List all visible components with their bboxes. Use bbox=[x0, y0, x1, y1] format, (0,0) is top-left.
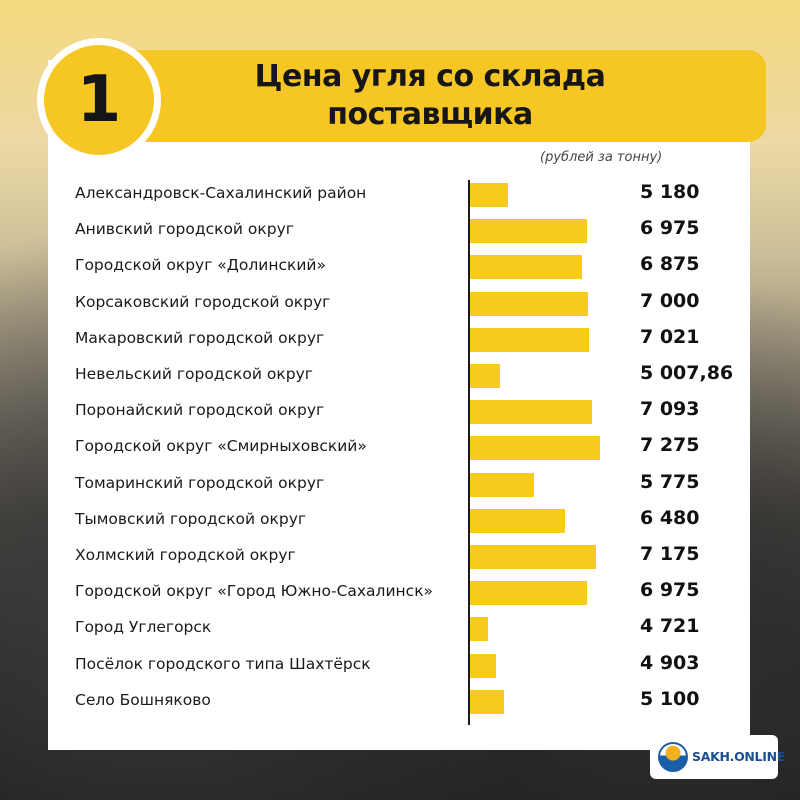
value-label: 6 975 bbox=[640, 217, 700, 240]
category-label: Город Углегорск bbox=[75, 618, 212, 637]
category-label: Холмский городской округ bbox=[75, 546, 296, 564]
category-label: Городской округ «Долинский» bbox=[75, 256, 326, 275]
chart-title: Цена угля со склада поставщика bbox=[110, 58, 750, 134]
chart-row: Александровск-Сахалинский район 5 180 bbox=[0, 178, 800, 214]
value-label: 6 480 bbox=[640, 506, 700, 529]
chart-row: Город Углегорск 4 721 bbox=[0, 612, 800, 648]
axis-line bbox=[468, 180, 470, 725]
category-label: Село Бошняково bbox=[75, 690, 211, 709]
chart-row: Анивский городской округ 6 975 bbox=[0, 214, 800, 250]
bar bbox=[470, 327, 589, 352]
category-label: Томаринский городской округ bbox=[75, 473, 325, 492]
value-label: 4 903 bbox=[640, 651, 700, 674]
chart-row: Макаровский городской округ 7 021 bbox=[0, 323, 800, 359]
category-label: Макаровский городской округ bbox=[75, 328, 325, 347]
bar bbox=[470, 653, 496, 678]
bar bbox=[470, 472, 535, 497]
chart-row: Холмский городской округ 7 175 bbox=[0, 540, 800, 576]
category-label: Посёлок городского типа Шахтёрск bbox=[75, 654, 371, 673]
bar bbox=[470, 183, 508, 207]
bar bbox=[470, 255, 583, 280]
chart-row: Городской округ «Долинский» 6 875 bbox=[0, 250, 800, 286]
value-label: 6 975 bbox=[640, 579, 700, 602]
bar bbox=[470, 436, 601, 461]
logo-text: SAKH.ONLINE bbox=[692, 749, 785, 764]
bar bbox=[470, 689, 505, 714]
value-label: 7 021 bbox=[640, 325, 700, 348]
chart-row: Корсаковский городской округ 7 000 bbox=[0, 287, 800, 323]
title-line-2: поставщика bbox=[327, 97, 533, 132]
bar bbox=[470, 617, 488, 642]
bar bbox=[470, 581, 587, 606]
chart-row: Невельский городской округ 5 007,86 bbox=[0, 359, 800, 395]
chart-card bbox=[48, 60, 750, 750]
units-label: (рублей за тонну) bbox=[540, 150, 663, 165]
value-label: 5 100 bbox=[640, 687, 700, 710]
sun-wave-icon bbox=[658, 742, 688, 772]
category-label: Невельский городской округ bbox=[75, 365, 313, 383]
chart-row: Село Бошняково 5 100 bbox=[0, 685, 800, 721]
title-line-1: Цена угля со склада bbox=[254, 59, 606, 94]
bar bbox=[470, 400, 593, 425]
chart-row: Тымовский городской округ 6 480 bbox=[0, 504, 800, 540]
chart-row: Городской округ «Смирныховский» 7 275 bbox=[0, 431, 800, 467]
bar bbox=[470, 219, 587, 244]
category-label: Поронайский городской округ bbox=[75, 401, 325, 420]
value-label: 7 000 bbox=[640, 289, 700, 312]
category-label: Анивский городской округ bbox=[75, 220, 294, 239]
value-label: 6 875 bbox=[640, 253, 700, 276]
category-label: Александровск-Сахалинский район bbox=[75, 184, 367, 202]
category-label: Городской округ «Смирныховский» bbox=[75, 437, 367, 456]
category-label: Корсаковский городской округ bbox=[75, 292, 331, 311]
bar bbox=[470, 508, 566, 533]
chart-row: Городской округ «Город Южно-Сахалинск» 6 … bbox=[0, 576, 800, 612]
value-label: 4 721 bbox=[640, 615, 700, 638]
bar bbox=[470, 545, 596, 569]
slide-number: 1 bbox=[76, 63, 122, 137]
value-label: 7 175 bbox=[640, 543, 700, 565]
value-label: 7 275 bbox=[640, 434, 700, 457]
value-label: 5 180 bbox=[640, 181, 700, 203]
bar bbox=[470, 291, 588, 316]
bar bbox=[470, 364, 501, 388]
chart-row: Томаринский городской округ 5 775 bbox=[0, 468, 800, 504]
slide-number-badge: 1 bbox=[37, 38, 161, 162]
category-label: Городской округ «Город Южно-Сахалинск» bbox=[75, 582, 434, 601]
value-label: 7 093 bbox=[640, 398, 700, 421]
category-label: Тымовский городской округ bbox=[75, 509, 307, 528]
site-logo[interactable]: SAKH.ONLINE bbox=[650, 735, 785, 779]
chart-row: Посёлок городского типа Шахтёрск 4 903 bbox=[0, 649, 800, 685]
header-band bbox=[98, 50, 766, 142]
chart-row: Поронайский городской округ 7 093 bbox=[0, 395, 800, 431]
value-label: 5 775 bbox=[640, 470, 700, 493]
value-label: 5 007,86 bbox=[640, 362, 734, 384]
